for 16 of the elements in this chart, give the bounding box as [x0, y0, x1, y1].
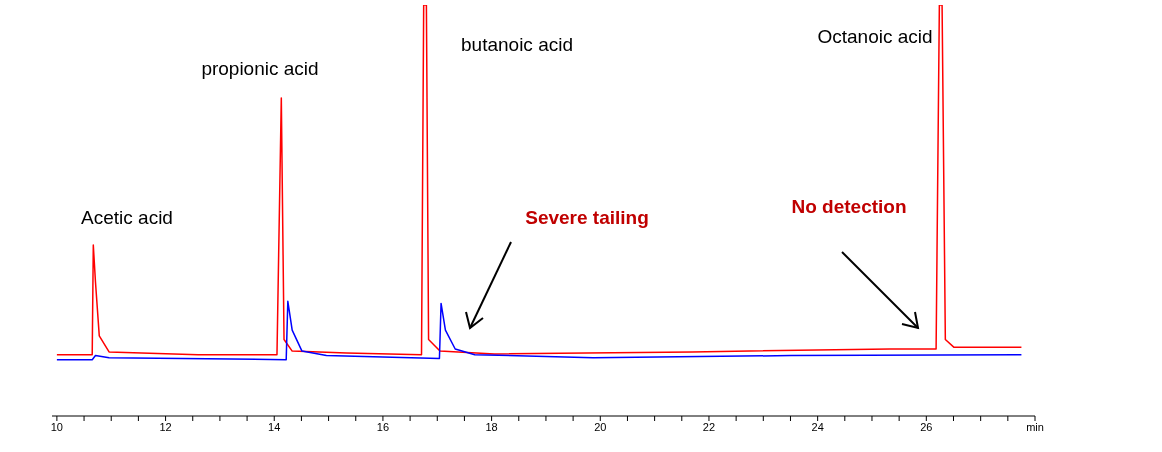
- x-tick-label: 20: [594, 420, 607, 433]
- annotation: Acetic acid: [81, 207, 173, 229]
- annotation: propionic acid: [201, 58, 319, 80]
- x-tick-label: 14: [268, 420, 281, 433]
- annotation: butanoic acid: [461, 34, 573, 56]
- annotation: Severe tailing: [525, 207, 649, 229]
- annotation: Octanoic acid: [817, 26, 933, 48]
- annotation: No detection: [791, 196, 907, 218]
- x-tick-label: 18: [485, 420, 498, 433]
- x-tick-label: 16: [376, 420, 390, 433]
- x-tick-label: 22: [702, 420, 716, 433]
- x-tick-label: min: [1026, 420, 1044, 433]
- x-tick-label: 10: [50, 420, 64, 433]
- x-tick-label: 24: [811, 420, 824, 433]
- x-tick-label: 12: [159, 420, 172, 433]
- x-tick-label: 26: [920, 420, 933, 433]
